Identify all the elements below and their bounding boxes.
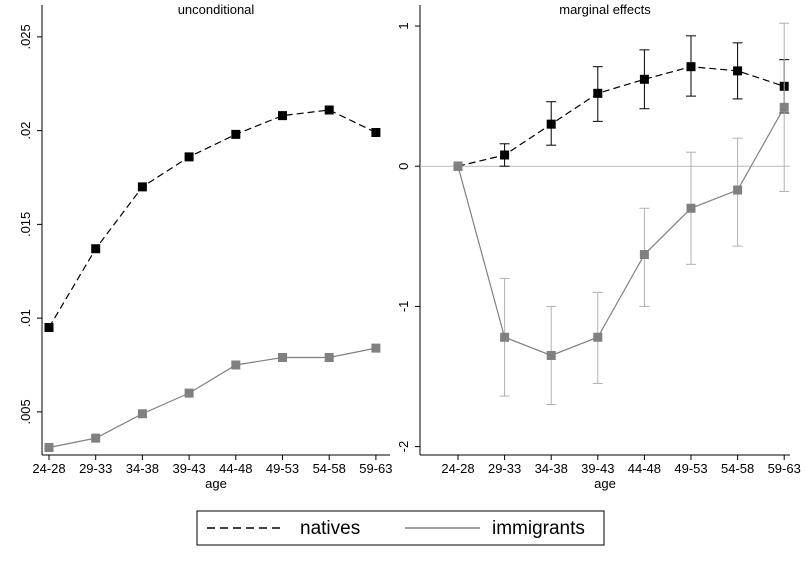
y-tick-label: 0 bbox=[396, 163, 411, 170]
point bbox=[500, 150, 510, 160]
y-tick-label: .02 bbox=[18, 122, 33, 140]
x-tick-label: 29-33 bbox=[488, 461, 521, 476]
series-line bbox=[457, 107, 785, 357]
y-tick-label: .025 bbox=[18, 24, 33, 49]
point bbox=[324, 353, 334, 362]
x-tick-label: 39-43 bbox=[581, 461, 614, 476]
x-tick-label: 49-53 bbox=[674, 461, 707, 476]
x-tick-label: 44-48 bbox=[628, 461, 661, 476]
x-tick-label: 49-53 bbox=[266, 461, 299, 476]
point bbox=[324, 105, 334, 115]
x-tick-label: 59-63 bbox=[359, 461, 392, 476]
x-axis-title: age bbox=[594, 476, 616, 491]
series-line bbox=[48, 347, 377, 449]
series-line bbox=[457, 66, 785, 167]
point bbox=[686, 203, 696, 213]
point bbox=[231, 129, 241, 139]
y-tick-label: .01 bbox=[18, 309, 33, 327]
point bbox=[278, 353, 287, 362]
point bbox=[278, 111, 287, 121]
point bbox=[593, 332, 603, 342]
y-tick-label: .005 bbox=[18, 399, 33, 424]
x-tick-label: 54-58 bbox=[721, 461, 754, 476]
x-tick-label: 24-28 bbox=[32, 461, 65, 476]
point bbox=[231, 360, 241, 370]
series-line bbox=[48, 109, 377, 328]
point bbox=[91, 244, 101, 254]
legend-label: immigrants bbox=[492, 518, 585, 539]
point bbox=[184, 388, 194, 398]
y-tick-label: -1 bbox=[396, 301, 411, 313]
x-tick-label: 34-38 bbox=[126, 461, 159, 476]
panel-title: marginal effects bbox=[559, 2, 651, 17]
point bbox=[371, 128, 381, 137]
point bbox=[44, 323, 54, 332]
x-tick-label: 59-63 bbox=[768, 461, 801, 476]
point bbox=[137, 409, 147, 419]
point bbox=[546, 350, 556, 360]
point bbox=[686, 62, 696, 72]
x-tick-label: 24-28 bbox=[441, 461, 474, 476]
point bbox=[44, 443, 54, 452]
point bbox=[371, 343, 381, 353]
x-tick-label: 39-43 bbox=[172, 461, 205, 476]
point bbox=[137, 182, 147, 192]
point bbox=[639, 250, 649, 260]
x-axis-title: age bbox=[205, 476, 227, 491]
x-tick-label: 44-48 bbox=[219, 461, 252, 476]
x-tick-label: 29-33 bbox=[79, 461, 112, 476]
point bbox=[733, 66, 743, 76]
panel-title: unconditional bbox=[178, 2, 255, 17]
point bbox=[91, 433, 101, 443]
point bbox=[779, 102, 789, 112]
point bbox=[733, 185, 743, 195]
point bbox=[546, 119, 556, 129]
point bbox=[593, 88, 603, 98]
point bbox=[639, 74, 649, 84]
x-tick-label: 54-58 bbox=[313, 461, 346, 476]
point bbox=[500, 332, 510, 342]
y-tick-label: .015 bbox=[18, 212, 33, 237]
point bbox=[453, 161, 463, 171]
y-tick-label: 1 bbox=[396, 22, 411, 29]
point bbox=[184, 152, 194, 162]
legend-label: natives bbox=[300, 518, 360, 539]
x-tick-label: 34-38 bbox=[535, 461, 568, 476]
y-tick-label: -2 bbox=[396, 441, 411, 453]
